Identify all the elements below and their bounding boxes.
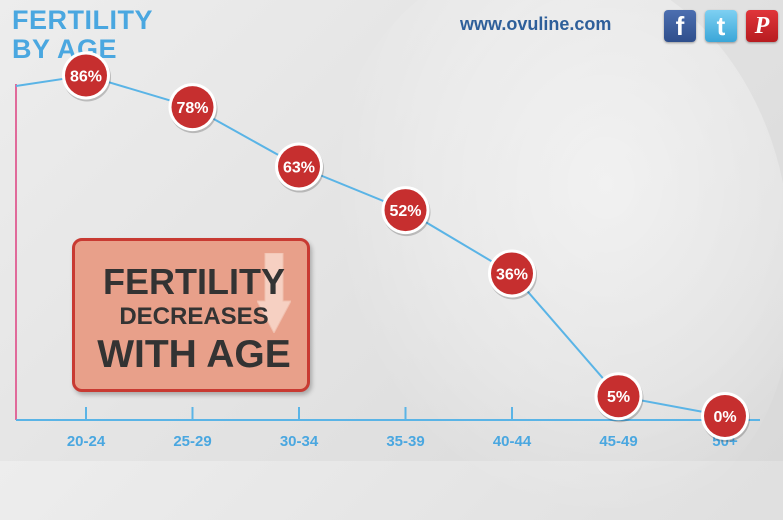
data-label: 5% [607, 389, 630, 406]
data-label: 36% [496, 266, 528, 283]
x-tick-label: 40-44 [493, 433, 532, 450]
title-line-1: FERTILITY [12, 5, 153, 35]
data-marker [384, 189, 427, 232]
callout-line-3: WITH AGE [97, 333, 291, 376]
x-tick-label: 35-39 [386, 433, 424, 450]
data-marker [278, 145, 320, 188]
data-label: 0% [713, 409, 736, 426]
x-tick-label: 45-49 [599, 433, 637, 450]
x-tick-label: 30-34 [280, 433, 319, 450]
callout-box: FERTILITY DECREASES WITH AGE [72, 238, 310, 392]
data-marker [171, 86, 214, 129]
down-arrow-icon [257, 253, 291, 333]
fertility-line-chart: 20-2425-2930-3435-3940-4445-4950+86%78%6… [15, 51, 760, 450]
facebook-icon[interactable]: f [664, 10, 696, 42]
x-tick-label: 25-29 [173, 433, 211, 450]
twitter-icon[interactable]: t [705, 10, 737, 42]
data-marker [597, 375, 640, 418]
pinterest-icon[interactable]: P [746, 10, 778, 42]
data-label: 63% [283, 160, 315, 177]
data-label: 86% [70, 68, 102, 85]
x-tick-label: 20-24 [67, 433, 106, 450]
data-marker [491, 252, 533, 295]
callout-line-1: FERTILITY [103, 261, 285, 302]
callout-line-2: DECREASES [119, 303, 269, 330]
data-label: 78% [176, 100, 208, 117]
data-marker [65, 54, 107, 97]
site-link[interactable]: www.ovuline.com [460, 14, 612, 34]
data-label: 52% [389, 203, 421, 220]
data-marker [704, 395, 746, 437]
